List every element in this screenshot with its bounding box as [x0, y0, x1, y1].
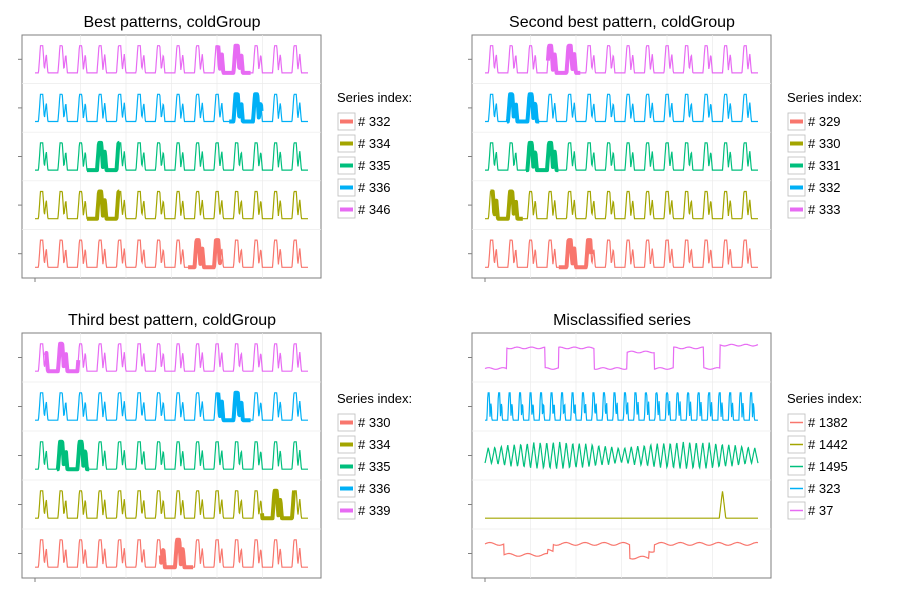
legend-label: # 323 [808, 481, 841, 496]
legend: Series index: # 329 # 330 # 331 # 332 # 333 [787, 90, 862, 218]
legend-label: # 334 [358, 437, 391, 452]
legend-title: Series index: [337, 90, 412, 105]
chart-title: Third best pattern, coldGroup [68, 312, 276, 329]
legend-label: # 336 [358, 481, 391, 496]
legend-label: # 336 [358, 180, 391, 195]
legend-title: Series index: [337, 391, 412, 406]
legend-label: # 332 [808, 180, 841, 195]
legend: Series index: # 1382 # 1442 # 1495 # 323 # 37 [787, 391, 862, 519]
chart-panel-4: Misclassified series Series index: # 1382 #… [468, 312, 862, 582]
legend-label: # 331 [808, 158, 841, 173]
chart-panel-3: Third best pattern, coldGroup Series inde… [18, 312, 412, 582]
legend-label: # 1382 [808, 415, 848, 430]
chart-title: Second best pattern, coldGroup [509, 14, 735, 31]
legend-label: # 37 [808, 503, 833, 518]
legend-label: # 1442 [808, 437, 848, 452]
legend-label: # 333 [808, 202, 841, 217]
legend-label: # 339 [358, 503, 391, 518]
chart-title: Best patterns, coldGroup [84, 14, 261, 31]
chart-panel-2: Second best pattern, coldGroup Series ind… [468, 14, 862, 282]
legend-label: # 329 [808, 114, 841, 129]
legend-label: # 335 [358, 158, 391, 173]
legend-label: # 334 [358, 136, 391, 151]
legend: Series index: # 330 # 334 # 335 # 336 # 339 [337, 391, 412, 519]
legend-label: # 332 [358, 114, 391, 129]
legend-label: # 346 [358, 202, 391, 217]
legend-label: # 330 [358, 415, 391, 430]
legend-title: Series index: [787, 391, 862, 406]
chart-panel-1: Best patterns, coldGroup Series index: # 3… [18, 14, 412, 282]
legend-title: Series index: [787, 90, 862, 105]
legend-label: # 335 [358, 459, 391, 474]
legend: Series index: # 332 # 334 # 335 # 336 # 346 [337, 90, 412, 218]
chart-title: Misclassified series [553, 312, 691, 329]
legend-label: # 330 [808, 136, 841, 151]
legend-label: # 1495 [808, 459, 848, 474]
